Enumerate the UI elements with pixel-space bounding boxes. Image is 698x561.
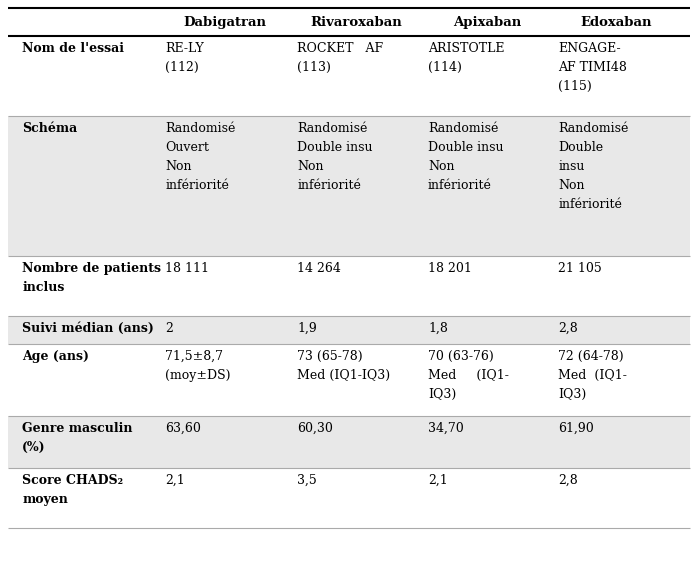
Text: RE-LY
(112): RE-LY (112): [165, 42, 204, 74]
Text: 2,1: 2,1: [428, 474, 447, 487]
Text: 73 (65-78)
Med (IQ1-IQ3): 73 (65-78) Med (IQ1-IQ3): [297, 350, 390, 382]
Text: Age (ans): Age (ans): [22, 350, 89, 363]
Text: 21 105: 21 105: [558, 262, 602, 275]
Text: 18 201: 18 201: [428, 262, 472, 275]
Text: 2,8: 2,8: [558, 474, 578, 487]
Bar: [8, 8, 690, 36]
Text: ENGAGE-
AF TIMI48
(115): ENGAGE- AF TIMI48 (115): [558, 42, 627, 93]
Text: Apixaban: Apixaban: [452, 16, 521, 29]
Text: 2,1: 2,1: [165, 474, 185, 487]
Text: Suivi médian (ans): Suivi médian (ans): [22, 322, 154, 335]
Text: Nom de l'essai: Nom de l'essai: [22, 42, 124, 55]
Bar: [8, 316, 690, 344]
Bar: [8, 256, 690, 316]
Text: Randomisé
Double insu
Non
infériorité: Randomisé Double insu Non infériorité: [297, 122, 373, 192]
Text: 1,8: 1,8: [428, 322, 448, 335]
Text: Dabigatran: Dabigatran: [183, 16, 266, 29]
Text: Nombre de patients
inclus: Nombre de patients inclus: [22, 262, 161, 294]
Text: 70 (63-76)
Med     (IQ1-
IQ3): 70 (63-76) Med (IQ1- IQ3): [428, 350, 509, 401]
Text: 1,9: 1,9: [297, 322, 317, 335]
Bar: [8, 116, 690, 256]
Bar: [8, 344, 690, 416]
Text: 18 111: 18 111: [165, 262, 209, 275]
Text: Genre masculin
(%): Genre masculin (%): [22, 422, 133, 454]
Text: 3,5: 3,5: [297, 474, 317, 487]
Text: ARISTOTLE
(114): ARISTOTLE (114): [428, 42, 505, 74]
Text: 71,5±8,7
(moy±DS): 71,5±8,7 (moy±DS): [165, 350, 231, 382]
Text: Schéma: Schéma: [22, 122, 77, 135]
Text: Rivaroxaban: Rivaroxaban: [310, 16, 401, 29]
Text: Randomisé
Double insu
Non
infériorité: Randomisé Double insu Non infériorité: [428, 122, 503, 192]
Text: Randomisé
Ouvert
Non
infériorité: Randomisé Ouvert Non infériorité: [165, 122, 236, 192]
Text: 72 (64-78)
Med  (IQ1-
IQ3): 72 (64-78) Med (IQ1- IQ3): [558, 350, 627, 401]
Text: 63,60: 63,60: [165, 422, 201, 435]
Text: Edoxaban: Edoxaban: [581, 16, 652, 29]
Text: 2,8: 2,8: [558, 322, 578, 335]
Bar: [8, 36, 690, 116]
Text: 34,70: 34,70: [428, 422, 463, 435]
Text: 2: 2: [165, 322, 173, 335]
Text: 14 264: 14 264: [297, 262, 341, 275]
Bar: [8, 468, 690, 528]
Bar: [8, 416, 690, 468]
Text: Score CHADS₂
moyen: Score CHADS₂ moyen: [22, 474, 124, 506]
Text: Randomisé
Double
insu
Non
infériorité: Randomisé Double insu Non infériorité: [558, 122, 629, 211]
Text: 60,30: 60,30: [297, 422, 333, 435]
Text: 61,90: 61,90: [558, 422, 594, 435]
Text: ROCKET   AF
(113): ROCKET AF (113): [297, 42, 383, 74]
